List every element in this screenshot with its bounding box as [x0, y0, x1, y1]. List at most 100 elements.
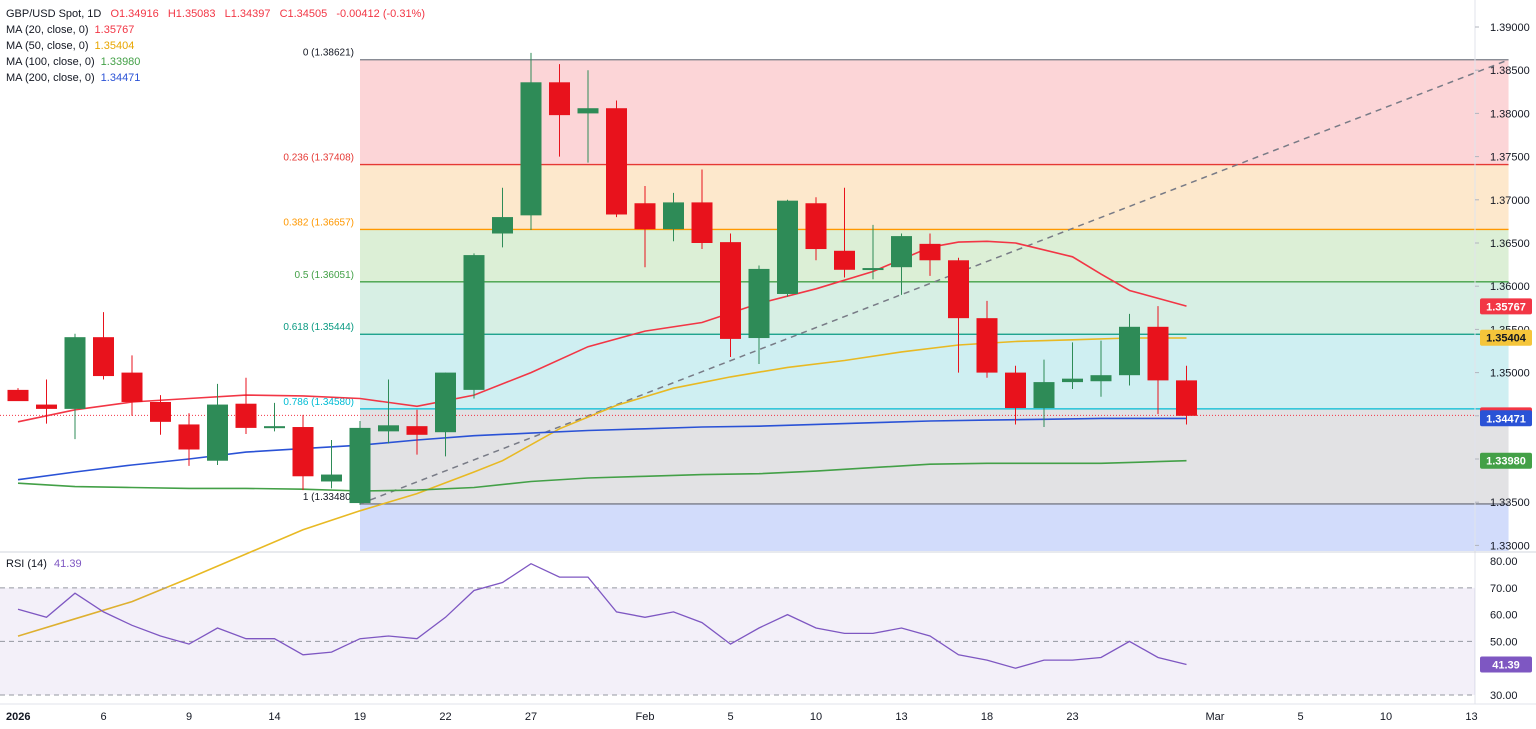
candle-body — [748, 268, 770, 339]
candle-body — [1119, 326, 1140, 376]
candle — [64, 333, 86, 440]
ma50-label: MA (50, close, 0) — [6, 40, 89, 52]
candle-body — [349, 427, 371, 504]
symbol-name[interactable]: GBP/USD Spot, 1D — [6, 8, 102, 20]
price-axis[interactable]: 1.39000 1.38500 1.38000 1.37500 1.37000 1.365… — [1475, 22, 1532, 552]
moving-average-line — [17, 240, 1187, 423]
candle-body — [634, 203, 656, 230]
candle — [1033, 359, 1055, 428]
price-tick-label: 1.38500 — [1490, 65, 1530, 77]
candle-body — [805, 203, 827, 250]
price-tag: 1.35767 — [1480, 298, 1532, 315]
candle — [178, 413, 200, 466]
candle — [1090, 340, 1112, 397]
candle — [435, 372, 456, 457]
trend-line — [359, 59, 1509, 505]
time-tick-label: Feb — [636, 711, 655, 723]
candle-body — [663, 202, 684, 230]
candle — [292, 414, 314, 491]
candle-body — [235, 403, 257, 428]
symbol-row: GBP/USD Spot, 1D O1.34916 H1.35083 L1.34… — [6, 6, 431, 22]
price-tag-label: 1.34471 — [1486, 413, 1526, 425]
candle — [748, 265, 770, 364]
price-tag-bg — [1480, 452, 1532, 469]
candle-body — [1176, 380, 1197, 416]
price-tick-label: 1.36500 — [1490, 238, 1530, 250]
fib-zone — [360, 164, 1509, 230]
candle — [1062, 342, 1083, 390]
rsi-legend[interactable]: RSI (14) 41.39 — [6, 558, 82, 570]
ohlc-close: C1.34505 — [279, 8, 328, 20]
rsi-line — [17, 562, 1187, 669]
price-tick-label: 1.39000 — [1490, 22, 1530, 34]
fib-level-label: 0.618 (1.35444) — [283, 322, 354, 333]
candle-body — [691, 202, 713, 243]
ma200-value: 1.34471 — [100, 72, 141, 84]
candle-body — [7, 389, 29, 402]
candle-body — [549, 82, 570, 116]
candle — [235, 377, 257, 434]
price-tick-label: 1.35000 — [1490, 368, 1530, 380]
candle — [691, 169, 713, 250]
candle-body — [1005, 372, 1026, 409]
candle — [577, 70, 599, 163]
candle — [720, 233, 741, 358]
fib-level-label: 1 (1.33480) — [303, 492, 354, 503]
price-tag-bg — [1480, 329, 1532, 346]
candle — [663, 192, 684, 242]
time-tick-label: 9 — [186, 711, 192, 723]
time-tick-label: 10 — [1380, 711, 1392, 723]
candle — [349, 420, 371, 505]
candle-body — [264, 426, 285, 429]
legend-ma200[interactable]: MA (200, close, 0) 1.34471 — [6, 70, 431, 86]
candle-body — [36, 404, 57, 409]
price-tick-label: 1.37000 — [1490, 195, 1530, 207]
price-tick-label: 1.38000 — [1490, 108, 1530, 120]
candle — [634, 185, 656, 268]
rsi-tick-label: 60.00 — [1490, 610, 1518, 622]
legend-ma50[interactable]: MA (50, close, 0) 1.35404 — [6, 38, 431, 54]
candle-body — [1062, 378, 1083, 383]
price-tag-label: 1.35767 — [1486, 301, 1526, 313]
time-tick-label: 27 — [525, 711, 537, 723]
ohlc-high: H1.35083 — [167, 8, 216, 20]
price-tag-label: 1.33980 — [1486, 456, 1526, 468]
candle — [549, 64, 570, 157]
time-tick-label: Mar — [1206, 711, 1225, 723]
time-axis[interactable]: 2026 6 9 14 19 22 27 Feb 5 10 13 18 23 Mar 5 10 13 — [6, 711, 1478, 723]
candle-body — [121, 372, 143, 402]
legend-ma20[interactable]: MA (20, close, 0) 1.35767 — [6, 22, 431, 38]
candle — [606, 100, 627, 218]
rsi-value: 41.39 — [54, 558, 82, 570]
candle-body — [777, 200, 798, 294]
rsi-tick-label: 70.00 — [1490, 583, 1518, 595]
candle-body — [150, 401, 171, 422]
price-tag-bg — [1480, 410, 1532, 427]
candle — [891, 233, 912, 295]
grid — [0, 0, 1536, 705]
candle — [36, 379, 57, 424]
candle — [520, 52, 542, 231]
time-tick-label: 10 — [810, 711, 822, 723]
ohlc-change: -0.00412 (-0.31%) — [336, 8, 426, 20]
time-tick-label: 5 — [727, 711, 733, 723]
candle — [1176, 365, 1197, 425]
time-tick-label: 5 — [1297, 711, 1303, 723]
candle-body — [976, 318, 998, 373]
price-tag: 1.35404 — [1480, 329, 1532, 346]
price-tick-label: 1.33500 — [1490, 497, 1530, 509]
candle — [264, 402, 285, 432]
candle — [919, 233, 941, 276]
legend-ma100[interactable]: MA (100, close, 0) 1.33980 — [6, 54, 431, 70]
candle-body — [720, 242, 741, 339]
fib-zone — [360, 408, 1509, 504]
candle — [378, 379, 399, 444]
candle-body — [321, 474, 342, 482]
ma20-value: 1.35767 — [94, 24, 135, 36]
candle-body — [492, 217, 513, 234]
candle — [777, 199, 798, 297]
candle — [207, 383, 228, 466]
candle — [862, 224, 884, 280]
fib-zone — [360, 503, 1509, 551]
